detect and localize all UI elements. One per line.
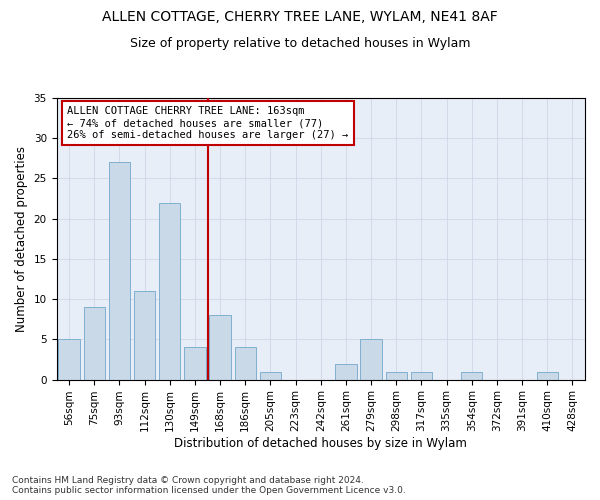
Bar: [461, 372, 482, 380]
Bar: [159, 202, 181, 380]
Bar: [134, 291, 155, 380]
Bar: [386, 372, 407, 380]
Bar: [58, 340, 80, 380]
Bar: [536, 372, 558, 380]
Text: Size of property relative to detached houses in Wylam: Size of property relative to detached ho…: [130, 38, 470, 51]
Bar: [235, 348, 256, 380]
Text: ALLEN COTTAGE CHERRY TREE LANE: 163sqm
← 74% of detached houses are smaller (77): ALLEN COTTAGE CHERRY TREE LANE: 163sqm ←…: [67, 106, 349, 140]
Bar: [335, 364, 356, 380]
Bar: [411, 372, 432, 380]
X-axis label: Distribution of detached houses by size in Wylam: Distribution of detached houses by size …: [175, 437, 467, 450]
Y-axis label: Number of detached properties: Number of detached properties: [15, 146, 28, 332]
Bar: [209, 315, 231, 380]
Text: ALLEN COTTAGE, CHERRY TREE LANE, WYLAM, NE41 8AF: ALLEN COTTAGE, CHERRY TREE LANE, WYLAM, …: [102, 10, 498, 24]
Bar: [361, 340, 382, 380]
Bar: [184, 348, 206, 380]
Bar: [260, 372, 281, 380]
Text: Contains HM Land Registry data © Crown copyright and database right 2024.
Contai: Contains HM Land Registry data © Crown c…: [12, 476, 406, 495]
Bar: [109, 162, 130, 380]
Bar: [83, 307, 105, 380]
